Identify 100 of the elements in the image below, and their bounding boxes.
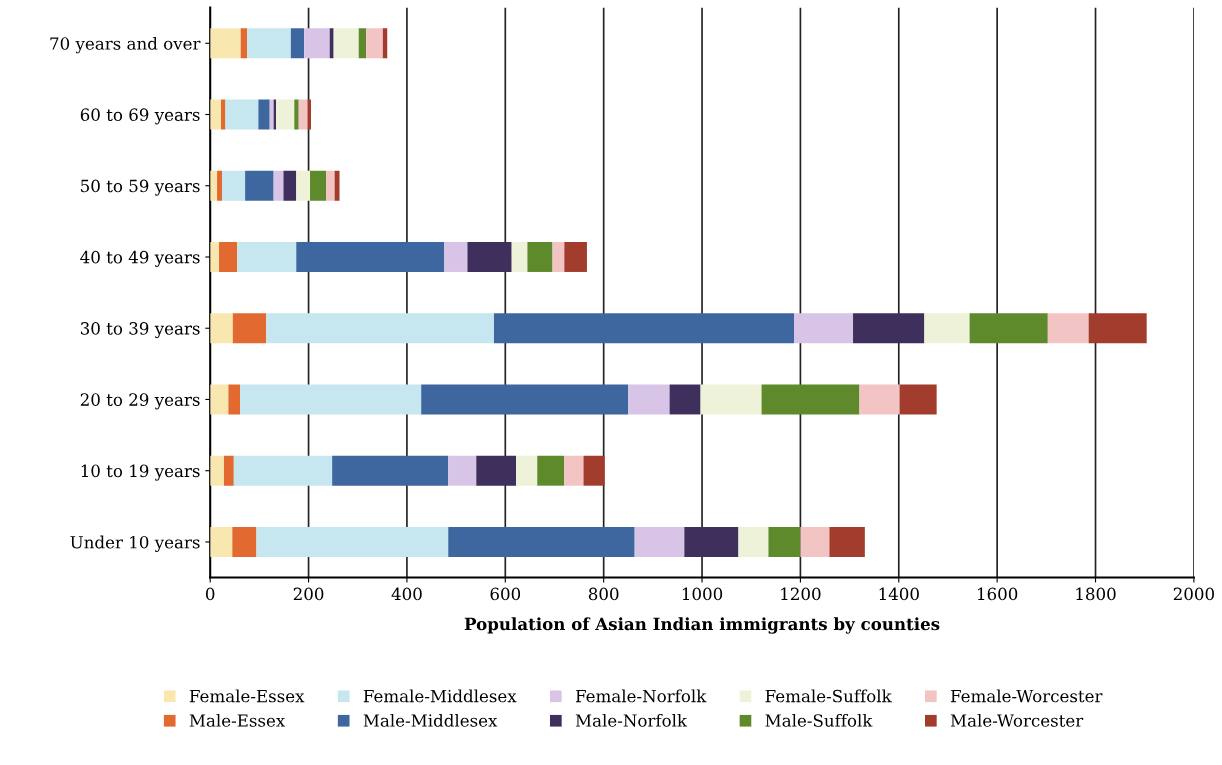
bar	[333, 28, 359, 59]
bar	[228, 384, 241, 415]
legend-label: Male-Middlesex	[363, 713, 498, 727]
bar	[761, 384, 860, 415]
x-tick-label: 1000	[682, 587, 723, 601]
y-tick-label: 50 to 59 years	[81, 179, 200, 196]
bar	[290, 28, 305, 59]
legend-label: Male-Norfolk	[575, 713, 688, 727]
bar	[232, 313, 267, 344]
bar	[1047, 313, 1089, 344]
bar	[296, 242, 445, 272]
x-axis-title: Population of Asian Indian immigrants by counties	[464, 617, 940, 634]
bar	[296, 170, 311, 201]
legend-label: Male-Suffolk	[765, 713, 873, 727]
bar	[669, 384, 701, 415]
x-tick-label: 1800	[1076, 587, 1116, 601]
bar	[210, 526, 233, 557]
bar	[366, 28, 383, 59]
bar	[564, 455, 584, 486]
bar	[969, 313, 1048, 344]
y-tick-label: 60 to 69 years	[80, 108, 200, 125]
legend-label: Female-Essex	[189, 689, 305, 703]
bar	[273, 170, 284, 201]
bar	[924, 313, 970, 344]
bar	[217, 170, 222, 201]
bar	[332, 455, 449, 486]
y-tick-label: 70 years and over	[50, 36, 201, 54]
bar	[240, 28, 248, 59]
bar	[247, 28, 291, 59]
bar	[210, 99, 221, 130]
bar	[210, 313, 233, 344]
bar	[210, 384, 229, 415]
bar	[210, 242, 220, 272]
legend-label: Female-Middlesex	[363, 689, 517, 703]
x-tick-label: 0	[205, 587, 215, 601]
bar	[232, 526, 257, 557]
bar	[283, 170, 297, 201]
bar	[800, 526, 830, 557]
legend-label: Female-Suffolk	[765, 689, 892, 703]
bar	[221, 170, 246, 201]
bar	[859, 384, 900, 415]
bar	[511, 242, 528, 272]
bar	[237, 242, 297, 272]
bar	[738, 526, 769, 557]
bar	[1088, 313, 1147, 344]
bar	[358, 28, 367, 59]
x-tick-label: 600	[490, 587, 521, 601]
x-tick-label: 400	[391, 587, 422, 601]
bar	[329, 28, 334, 59]
x-tick-label: 200	[293, 587, 324, 601]
y-tick-label: 30 to 39 years	[80, 322, 200, 339]
bar	[245, 170, 274, 201]
bar	[294, 99, 299, 130]
legend-label: Male-Worcester	[950, 713, 1084, 727]
bar	[476, 455, 517, 486]
bar	[768, 526, 801, 557]
bar	[829, 526, 865, 557]
bar	[298, 99, 308, 130]
bar	[794, 313, 854, 344]
bar	[444, 242, 468, 272]
y-tick-label: Under 10 years	[70, 535, 200, 552]
bar	[326, 170, 335, 201]
bar	[467, 242, 512, 272]
bar	[448, 526, 635, 557]
y-tick-label: 40 to 49 years	[80, 250, 200, 267]
bar	[310, 170, 327, 201]
bar	[210, 28, 241, 59]
bar	[276, 99, 295, 130]
bar	[233, 455, 333, 486]
x-tick-label: 800	[588, 587, 619, 601]
bar	[628, 384, 670, 415]
bar	[421, 384, 629, 415]
bar	[899, 384, 937, 415]
bar	[219, 242, 238, 272]
x-tick-label: 1600	[977, 587, 1018, 601]
bar	[225, 99, 259, 130]
bar	[258, 99, 270, 130]
bar	[382, 28, 388, 59]
bar	[564, 242, 587, 272]
x-tick-label: 2000	[1173, 587, 1214, 601]
bar	[240, 384, 422, 415]
x-tick-label: 1200	[781, 587, 821, 601]
bar	[853, 313, 925, 344]
bar	[256, 526, 449, 557]
bar	[210, 455, 224, 486]
bar	[269, 99, 274, 130]
bar	[266, 313, 494, 344]
bar	[516, 455, 538, 486]
bar	[552, 242, 565, 272]
bar	[493, 313, 795, 344]
y-tick-label: 10 to 19 years	[81, 464, 200, 481]
bar	[583, 455, 605, 486]
x-tick-label: 1400	[879, 587, 919, 601]
bar	[684, 526, 739, 557]
bar	[634, 526, 685, 557]
bar	[304, 28, 330, 59]
legend-label: Female-Worcester	[950, 689, 1103, 703]
bar	[448, 455, 477, 486]
bar	[700, 384, 762, 415]
legend-label: Male-Essex	[189, 713, 286, 727]
